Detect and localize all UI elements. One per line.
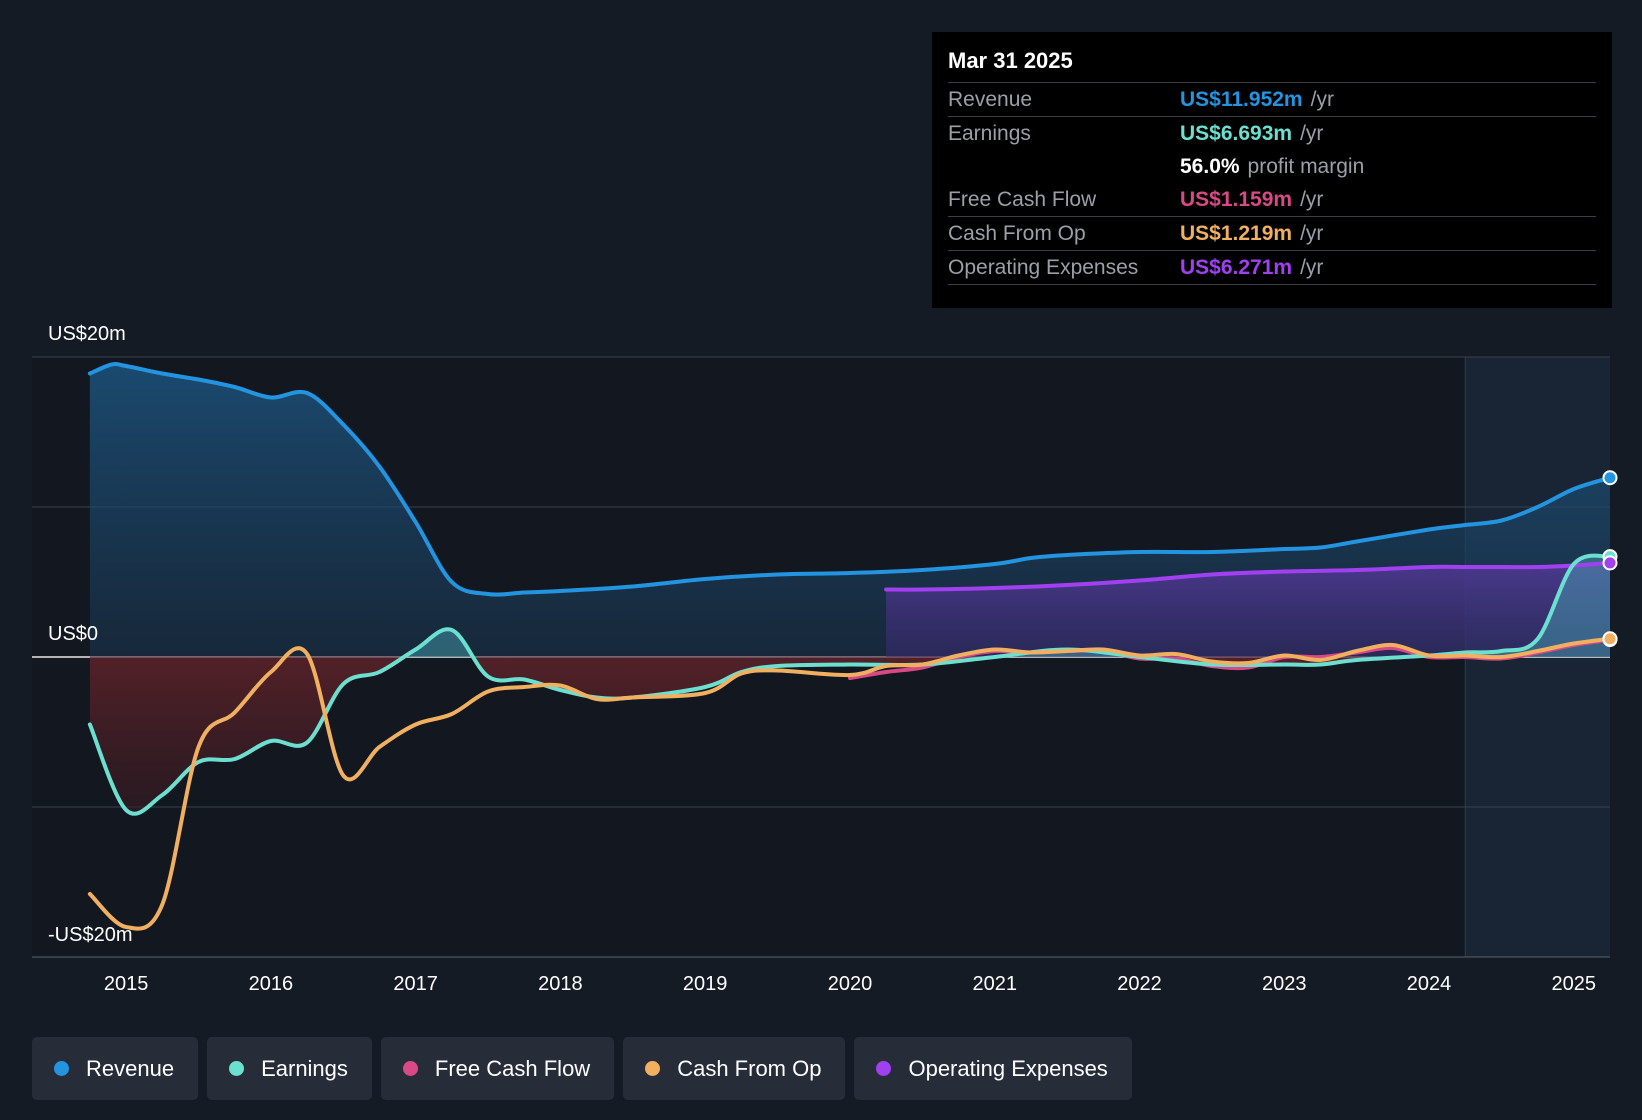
tooltip-row-label: Operating Expenses <box>948 256 1139 279</box>
tooltip-row-value: 56.0% <box>1180 155 1240 178</box>
earnings-negative-area <box>89 657 1610 814</box>
legend-dot-icon <box>876 1061 892 1076</box>
legend-label: Earnings <box>261 1055 348 1081</box>
x-tick-label: 2019 <box>683 973 728 995</box>
legend-item-revenue[interactable]: Revenue <box>32 1037 199 1100</box>
chart-legend: Revenue Earnings Free Cash Flow Cash From O… <box>32 1037 1132 1100</box>
tooltip-row-label: Free Cash Flow <box>948 188 1097 211</box>
legend-dot-icon <box>54 1061 69 1076</box>
x-tick-label: 2024 <box>1407 973 1452 995</box>
tooltip-row-value: US$6.693m <box>1180 122 1293 145</box>
tooltip-row-unit: /yr <box>1310 88 1334 111</box>
tooltip-row-label <box>948 150 1180 183</box>
x-tick-label: 2016 <box>249 973 294 995</box>
tooltip-row-unit: /yr <box>1300 222 1324 245</box>
series-end-markers <box>1602 470 1618 648</box>
tooltip-row-label: Revenue <box>948 88 1033 111</box>
legend-item-free-cash-flow[interactable]: Free Cash Flow <box>380 1037 615 1100</box>
legend-label: Operating Expenses <box>908 1055 1108 1081</box>
y-tick-label: US$0 <box>48 623 98 645</box>
tooltip-row-value: US$11.952m <box>1180 88 1303 111</box>
tooltip-row-value: US$1.219m <box>1180 222 1293 245</box>
tooltip-row: Revenue US$11.952m/yr <box>948 83 1596 117</box>
operating-expenses-line <box>884 560 1612 592</box>
x-axis-labels: 2015 2016 2017 2018 2019 2020 2021 2022 2023 2024… <box>104 973 1596 995</box>
y-tick-label: US$20m <box>48 323 126 345</box>
tooltip-rows: Revenue US$11.952m/yr Earnings US$6.693m/yr… <box>948 83 1596 285</box>
tooltip-row: 56.0% profit margin <box>948 150 1596 183</box>
tooltip-row-label: Cash From Op <box>948 222 1086 245</box>
data-tooltip: Mar 31 2025 Revenue US$11.952m/yr Earnings… <box>932 32 1612 308</box>
series-lines <box>87 362 1612 931</box>
x-tick-label: 2015 <box>104 973 149 995</box>
cash-from-op-line <box>87 636 1612 931</box>
tooltip-row-unit: /yr <box>1300 256 1324 279</box>
cash-from-op-end-point[interactable] <box>1602 631 1618 647</box>
x-tick-label: 2020 <box>828 973 873 995</box>
operating-expenses-end-point[interactable] <box>1602 555 1618 571</box>
revenue-end-point[interactable] <box>1602 470 1618 486</box>
legend-dot-icon <box>229 1061 245 1076</box>
legend-label: Cash From Op <box>677 1055 822 1081</box>
tooltip-row-value: US$1.159m <box>1180 188 1293 211</box>
tooltip-row-unit: /yr <box>1300 122 1324 145</box>
x-tick-label: 2023 <box>1262 973 1307 995</box>
tooltip-row: Cash From Op US$1.219m/yr <box>948 217 1596 251</box>
legend-label: Revenue <box>86 1055 175 1081</box>
x-tick-label: 2021 <box>972 973 1017 995</box>
tooltip-row: Earnings US$6.693m/yr <box>948 117 1596 150</box>
y-axis-labels: US$20m US$0 -US$20m <box>48 323 132 946</box>
tooltip-row: Free Cash Flow US$1.159m/yr <box>948 183 1596 217</box>
revenue-line <box>87 362 1612 597</box>
tooltip-row-unit: profit margin <box>1247 155 1365 178</box>
y-tick-label: -US$20m <box>48 924 132 946</box>
x-tick-label: 2018 <box>538 973 583 995</box>
legend-dot-icon <box>645 1061 661 1076</box>
tooltip-row-label: Earnings <box>948 122 1031 145</box>
legend-dot-icon <box>402 1061 418 1076</box>
tooltip-row-value: US$6.271m <box>1180 256 1293 279</box>
tooltip-row-unit: /yr <box>1300 188 1324 211</box>
legend-item-cash-from-op[interactable]: Cash From Op <box>623 1037 846 1100</box>
legend-item-earnings[interactable]: Earnings <box>207 1037 372 1100</box>
legend-item-operating-expenses[interactable]: Operating Expenses <box>854 1037 1132 1100</box>
legend-label: Free Cash Flow <box>434 1055 591 1081</box>
x-tick-label: 2017 <box>393 973 438 995</box>
tooltip-date: Mar 31 2025 <box>948 46 1596 83</box>
x-tick-label: 2025 <box>1552 973 1597 995</box>
tooltip-row: Operating Expenses US$6.271m/yr <box>948 251 1596 285</box>
x-tick-label: 2022 <box>1117 973 1162 995</box>
